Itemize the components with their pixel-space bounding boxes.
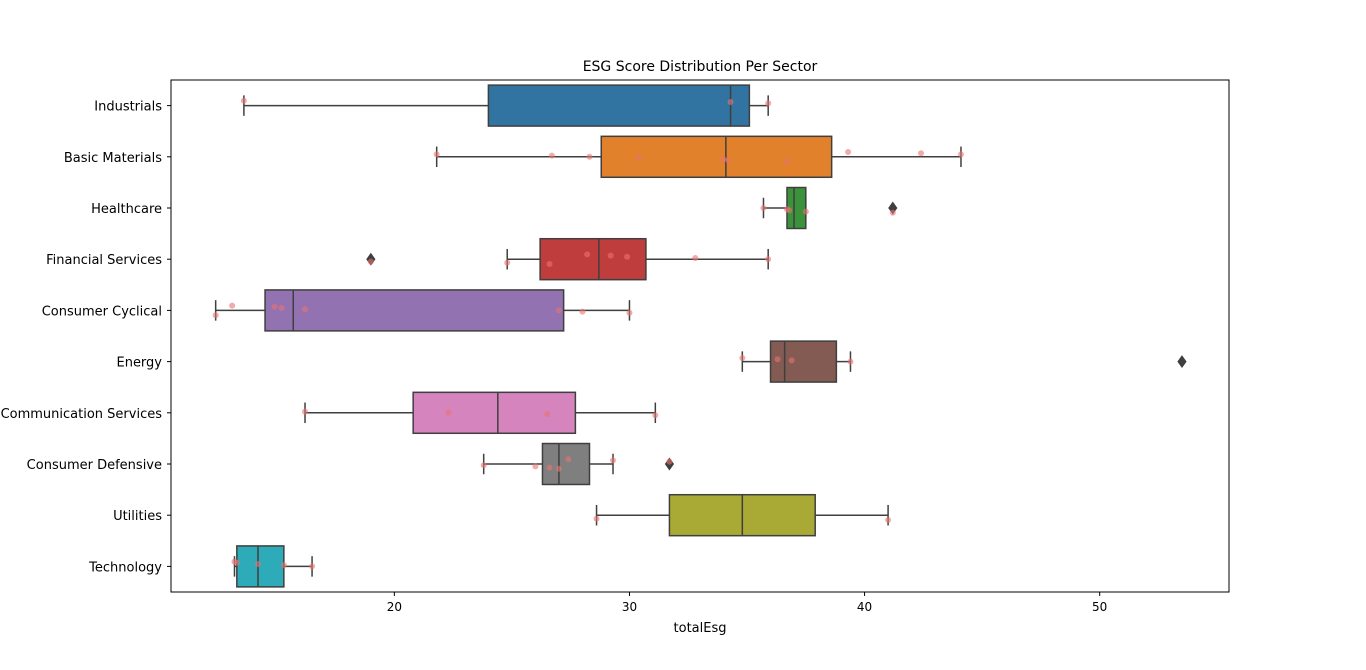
- box-communication-services: [412, 391, 577, 435]
- data-point-consumer-cyclical: [626, 309, 633, 316]
- data-point-consumer-cyclical: [579, 308, 586, 315]
- data-point-communication-services: [445, 409, 452, 416]
- data-point-consumer-cyclical: [302, 306, 309, 313]
- box-industrials: [487, 84, 751, 127]
- data-point-consumer-defensive: [480, 462, 487, 469]
- data-point-technology: [309, 563, 316, 570]
- data-point-technology: [233, 559, 240, 566]
- data-point-technology: [280, 562, 287, 569]
- data-point-consumer-defensive: [565, 456, 572, 463]
- data-point-communication-services: [302, 408, 309, 415]
- data-point-healthcare: [786, 207, 793, 214]
- box-consumer-cyclical: [264, 289, 565, 332]
- data-point-basic-materials: [783, 158, 790, 165]
- data-point-financial-services: [584, 251, 591, 258]
- data-point-basic-materials: [433, 151, 440, 158]
- data-point-basic-materials: [548, 152, 555, 159]
- y-tick-label-consumer-defensive: Consumer Defensive: [27, 458, 162, 473]
- data-point-basic-materials: [635, 155, 642, 161]
- box-basic-materials: [600, 135, 833, 179]
- data-point-energy: [774, 356, 781, 363]
- data-point-basic-materials: [720, 156, 727, 163]
- data-point-consumer-defensive: [546, 464, 553, 471]
- x-tick-label: 50: [1092, 600, 1107, 614]
- y-tick-label-communication-services: Communication Services: [1, 407, 163, 422]
- y-tick-label-basic-materials: Basic Materials: [64, 151, 162, 166]
- data-point-consumer-cyclical: [229, 302, 236, 309]
- data-point-basic-materials: [845, 149, 852, 155]
- chart-title: ESG Score Distribution Per Sector: [583, 59, 818, 75]
- x-axis-label: totalEsg: [674, 621, 727, 636]
- box-financial-services: [539, 237, 647, 281]
- y-tick-label-energy: Energy: [116, 356, 162, 371]
- data-point-consumer-defensive: [666, 458, 673, 465]
- data-point-healthcare: [889, 209, 896, 216]
- y-tick-label-industrials: Industrials: [94, 100, 162, 115]
- y-tick-label-consumer-cyclical: Consumer Cyclical: [42, 304, 162, 319]
- outlier-energy: [1177, 355, 1187, 369]
- data-point-financial-services: [546, 261, 553, 267]
- x-tick-label: 30: [622, 600, 637, 614]
- box-consumer-defensive: [541, 442, 591, 486]
- data-point-energy: [739, 355, 746, 361]
- data-point-consumer-cyclical: [278, 305, 285, 311]
- plot-area-frame: [170, 79, 1230, 593]
- data-point-financial-services: [692, 255, 699, 261]
- x-tick-label: 20: [387, 600, 402, 614]
- data-point-energy: [847, 358, 854, 365]
- data-point-communication-services: [652, 412, 659, 419]
- data-point-financial-services: [504, 259, 511, 266]
- data-point-industrials: [727, 99, 734, 105]
- data-point-energy: [788, 357, 795, 364]
- data-point-consumer-defensive: [555, 465, 562, 472]
- data-point-healthcare: [802, 208, 809, 215]
- data-point-consumer-cyclical: [555, 307, 562, 314]
- data-point-financial-services: [607, 252, 614, 259]
- data-point-basic-materials: [586, 153, 593, 160]
- data-point-technology: [254, 561, 261, 567]
- data-point-consumer-defensive: [610, 457, 617, 464]
- data-point-basic-materials: [918, 150, 925, 157]
- y-tick-label-healthcare: Healthcare: [91, 202, 162, 217]
- data-point-healthcare: [760, 205, 767, 211]
- box-technology: [236, 545, 285, 588]
- data-point-consumer-defensive: [532, 463, 539, 470]
- data-point-basic-materials: [957, 151, 964, 158]
- data-point-financial-services: [624, 253, 631, 260]
- box-energy: [769, 340, 838, 383]
- data-point-industrials: [240, 97, 247, 104]
- data-point-financial-services: [367, 258, 374, 265]
- data-point-communication-services: [544, 411, 551, 417]
- y-tick-label-utilities: Utilities: [113, 509, 162, 524]
- data-point-utilities: [593, 515, 600, 522]
- data-point-basic-materials: [725, 157, 732, 164]
- y-tick-label-technology: Technology: [88, 560, 162, 575]
- data-point-consumer-cyclical: [271, 303, 278, 310]
- data-point-industrials: [765, 100, 772, 107]
- y-tick-label-financial-services: Financial Services: [46, 253, 162, 268]
- data-point-utilities: [885, 517, 892, 523]
- x-tick-label: 40: [857, 600, 872, 614]
- data-point-consumer-cyclical: [212, 312, 219, 319]
- data-point-financial-services: [765, 256, 772, 263]
